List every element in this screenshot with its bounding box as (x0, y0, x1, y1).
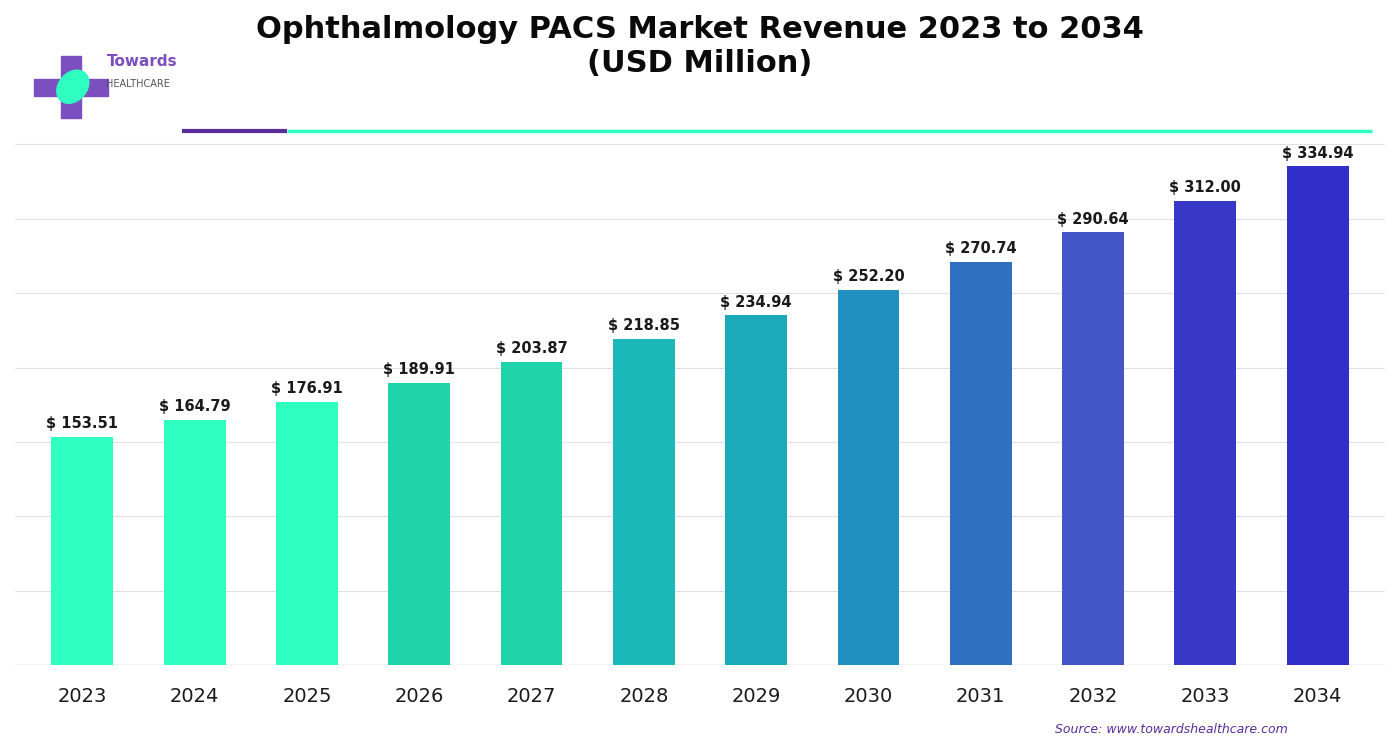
Text: $ 312.00: $ 312.00 (1169, 179, 1242, 195)
Ellipse shape (57, 70, 88, 104)
Bar (501, 362, 563, 665)
Text: $ 176.91: $ 176.91 (272, 381, 343, 396)
Bar (837, 290, 899, 665)
Text: $ 252.20: $ 252.20 (833, 269, 904, 284)
Text: $ 189.91: $ 189.91 (384, 361, 455, 376)
Bar (613, 339, 675, 665)
Title: Ophthalmology PACS Market Revenue 2023 to 2034
(USD Million): Ophthalmology PACS Market Revenue 2023 t… (256, 15, 1144, 77)
Bar (62, 56, 81, 118)
Bar (1063, 233, 1124, 665)
Text: $ 270.74: $ 270.74 (945, 241, 1016, 256)
Text: Towards: Towards (106, 55, 176, 69)
Text: $ 290.64: $ 290.64 (1057, 212, 1128, 227)
Text: HEALTHCARE: HEALTHCARE (106, 80, 171, 89)
Text: $ 153.51: $ 153.51 (46, 416, 119, 431)
Bar (725, 315, 787, 665)
Bar (949, 262, 1012, 665)
Bar (276, 402, 337, 665)
Text: $ 218.85: $ 218.85 (608, 318, 680, 333)
Text: $ 234.94: $ 234.94 (721, 294, 792, 309)
Text: $ 164.79: $ 164.79 (158, 399, 231, 414)
Bar (1175, 201, 1236, 665)
Bar (1287, 167, 1348, 665)
Text: $ 203.87: $ 203.87 (496, 341, 567, 356)
Bar (164, 420, 225, 665)
Bar (34, 79, 108, 96)
Bar (52, 437, 113, 665)
Bar (388, 382, 451, 665)
Text: Source: www.towardshealthcare.com: Source: www.towardshealthcare.com (1056, 723, 1288, 736)
Text: $ 334.94: $ 334.94 (1282, 146, 1354, 161)
